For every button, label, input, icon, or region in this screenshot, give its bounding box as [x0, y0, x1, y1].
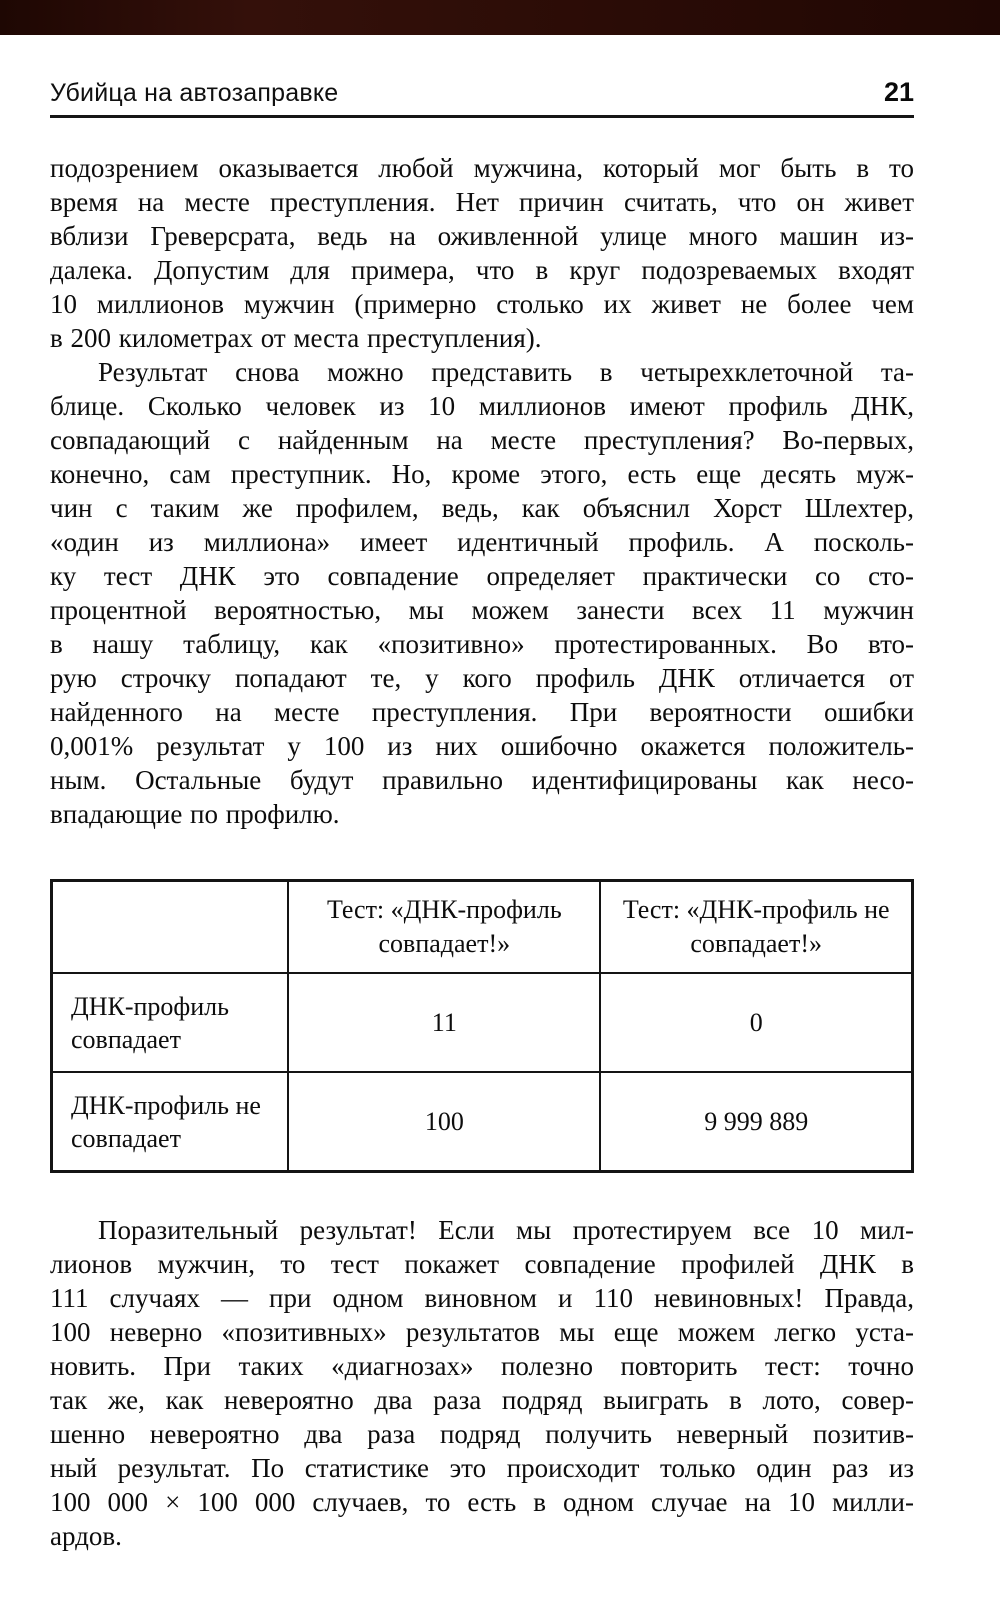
paragraph: Результат снова можно представить в четы…: [50, 355, 914, 831]
text-line: ный результат. По статистике это происхо…: [50, 1453, 914, 1483]
text-line: 100 000 × 100 000 случаев, то есть в одн…: [50, 1487, 914, 1517]
text-line: «один из миллиона» имеет идентичный проф…: [50, 527, 914, 557]
page-number: 21: [883, 77, 914, 107]
text-line: ардов.: [50, 1521, 122, 1551]
text-line: процентной вероятностью, мы можем занест…: [50, 595, 914, 625]
cell-value: 100: [287, 1071, 602, 1173]
text-line: впадающие по профилю.: [50, 799, 340, 829]
text-line: в нашу таблицу, как «позитивно» протести…: [50, 629, 914, 659]
text-line: шенно невероятно два раза подряд получит…: [50, 1419, 914, 1449]
text-line: время на месте преступления. Нет причин …: [50, 187, 914, 217]
table-corner-cell: [50, 879, 290, 974]
text-line: 0,001% результат у 100 из них ошибочно о…: [50, 731, 914, 761]
text-line: в 200 километрах от места преступления).: [50, 323, 542, 353]
dna-results-table: Тест: «ДНК-профиль совпадает!» Тест: «ДН…: [50, 879, 914, 1173]
text-line: так же, как невероятно два раза подряд в…: [50, 1385, 914, 1415]
text-line: конечно, сам преступник. Но, кроме этого…: [50, 459, 914, 489]
cell-value: 11: [287, 972, 602, 1073]
text-line: 111 случаях — при одном виновном и 110 н…: [50, 1283, 914, 1313]
table-header-cell: Тест: «ДНК-профиль не совпадает!»: [599, 879, 914, 974]
paragraph: Поразительный результат! Если мы протест…: [50, 1213, 914, 1553]
text-line: рую строчку попадают те, у кого профиль …: [50, 663, 914, 693]
text-line: новить. При таких «диагнозах» полезно по…: [50, 1351, 914, 1381]
table-body: ДНК-профиль совпадает 11 0 ДНК-профиль не с…: [50, 972, 914, 1173]
scan-top-edge: [0, 0, 1000, 35]
text-line: 10 миллионов мужчин (примерно столько их…: [50, 289, 914, 319]
text-line: блице. Сколько человек из 10 миллионов и…: [50, 391, 914, 421]
book-page: Убийца на автозаправке 21 подозрением ок…: [0, 77, 1000, 1553]
table-row: ДНК-профиль не совпадает 100 9 999 889: [50, 1071, 914, 1173]
chapter-title: Убийца на автозаправке: [50, 79, 339, 107]
row-label: ДНК-профиль не совпадает: [50, 1071, 290, 1173]
text-line: Поразительный результат! Если мы протест…: [98, 1215, 914, 1245]
row-label: ДНК-профиль совпадает: [50, 972, 290, 1073]
text-line: ку тест ДНК это совпадение определяет пр…: [50, 561, 914, 591]
table-header-row: Тест: «ДНК-профиль совпадает!» Тест: «ДН…: [50, 879, 914, 974]
text-line: 100 неверно «позитивных» результатов мы …: [50, 1317, 914, 1347]
running-head: Убийца на автозаправке 21: [50, 77, 914, 108]
table-row: ДНК-профиль совпадает 11 0: [50, 972, 914, 1073]
cell-value: 0: [599, 972, 914, 1073]
text-line: совпадающий с найденным на месте преступ…: [50, 425, 914, 455]
text-block-after-table: Поразительный результат! Если мы протест…: [50, 1213, 914, 1553]
text-line: лионов мужчин, то тест покажет совпадени…: [50, 1249, 914, 1279]
cell-value: 9 999 889: [599, 1071, 914, 1173]
text-line: подозрением оказывается любой мужчина, к…: [50, 153, 914, 183]
text-line: Результат снова можно представить в четы…: [98, 357, 914, 387]
table-header-cell: Тест: «ДНК-профиль совпадает!»: [287, 879, 602, 974]
paragraph: подозрением оказывается любой мужчина, к…: [50, 151, 914, 355]
text-line: чин с таким же профилем, ведь, как объяс…: [50, 493, 914, 523]
text-line: ным. Остальные будут правильно идентифиц…: [50, 765, 914, 795]
text-block-before-table: подозрением оказывается любой мужчина, к…: [50, 151, 914, 831]
header-rule: [50, 115, 914, 118]
text-line: вблизи Греверсрата, ведь на оживленной у…: [50, 221, 914, 251]
table-head: Тест: «ДНК-профиль совпадает!» Тест: «ДН…: [50, 879, 914, 974]
text-line: найденного на месте преступления. При ве…: [50, 697, 914, 727]
text-line: далека. Допустим для примера, что в круг…: [50, 255, 914, 285]
